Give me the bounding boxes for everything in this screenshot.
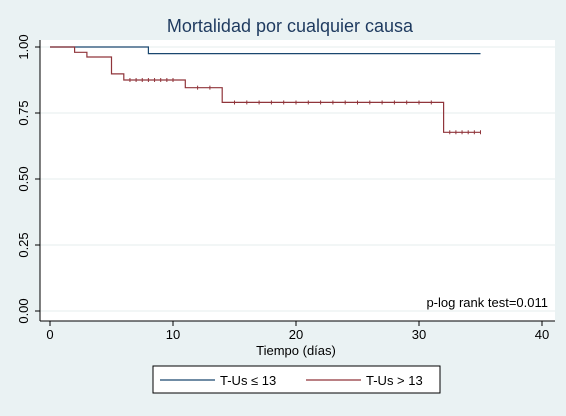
x-tick-label: 10 [166,327,180,342]
x-tick-label: 0 [46,327,53,342]
axes: 0.00 0.25 0.50 0.75 1.00 0 10 20 30 40 [16,34,555,342]
chart-title: Mortalidad por cualquier causa [167,16,414,36]
legend: T-Us ≤ 13 T-Us > 13 [152,365,441,394]
series-layer [50,46,481,135]
x-axis-label: Tiempo (días) [256,343,336,358]
plot-area [40,40,555,321]
legend-label: T-Us > 13 [366,373,423,388]
y-tick-label: 0.75 [16,100,31,125]
y-tick-label: 0.25 [16,232,31,257]
legend-label: T-Us ≤ 13 [220,373,276,388]
y-tick-label: 1.00 [16,34,31,59]
y-tick-label: 0.50 [16,166,31,191]
x-tick-label: 30 [412,327,426,342]
x-tick-label: 40 [535,327,549,342]
p-value-annotation: p-log rank test=0.011 [426,295,548,310]
series-line [50,46,481,55]
y-tick-label: 0.00 [16,298,31,323]
x-tick-label: 20 [289,327,303,342]
